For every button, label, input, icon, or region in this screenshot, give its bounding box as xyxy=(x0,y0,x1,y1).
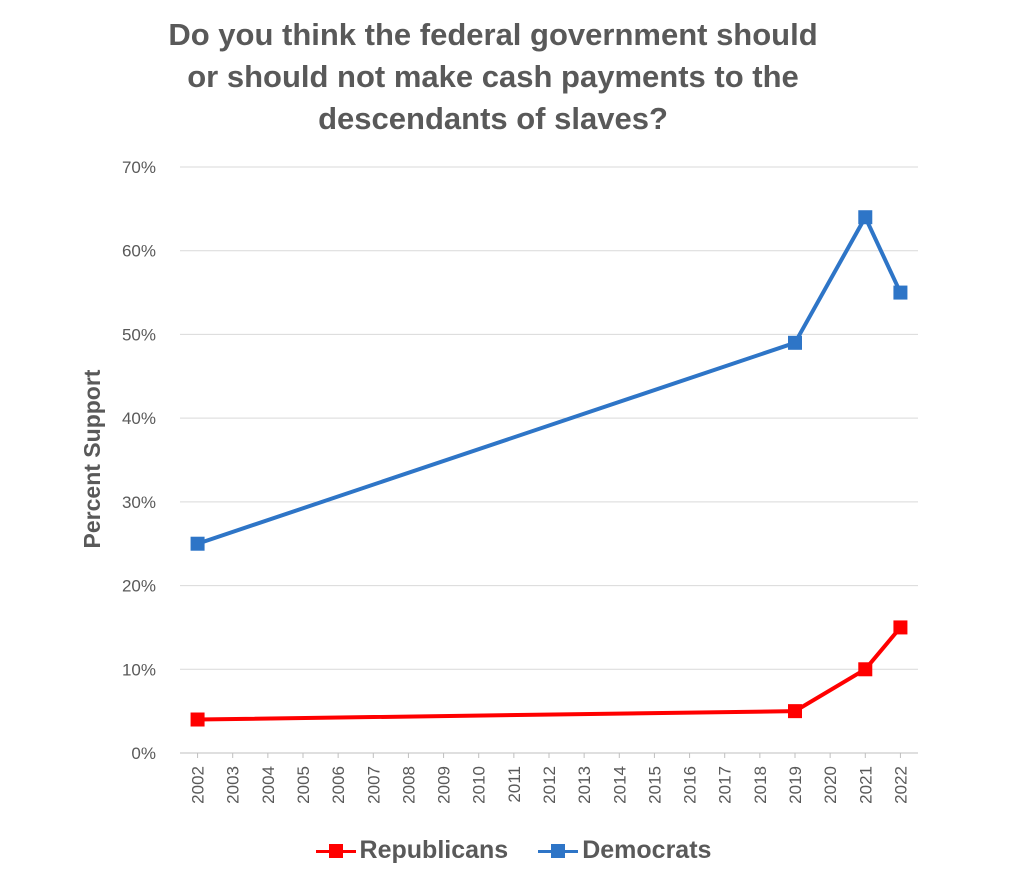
x-tick-label: 2002 xyxy=(189,766,208,804)
chart-title-line-3: descendants of slaves? xyxy=(318,101,668,136)
series-line-republicans xyxy=(195,625,903,722)
legend-label-republicans: Republicans xyxy=(359,836,509,864)
data-point-republicans-2019 xyxy=(788,704,802,719)
y-tick-label: 70% xyxy=(122,158,156,177)
gridlines xyxy=(180,166,918,754)
legend-label-democrats: Democrats xyxy=(582,836,712,864)
x-tick-label: 2009 xyxy=(435,766,454,804)
y-tick-label: 50% xyxy=(122,325,156,344)
x-tick-label: 2022 xyxy=(891,766,910,804)
x-tick-label: 2014 xyxy=(610,766,629,804)
data-point-republicans-2002 xyxy=(190,712,205,727)
x-tick-label: 2015 xyxy=(645,766,664,804)
series-layer xyxy=(190,210,908,727)
legend-swatch-democrats xyxy=(538,843,579,858)
legend: Republicans Democrats xyxy=(0,836,1027,865)
legend-item-republicans: Republicans xyxy=(315,836,509,865)
x-tick-label: 2017 xyxy=(716,766,735,804)
data-point-democrats-2002 xyxy=(190,536,205,551)
x-tick-label: 2008 xyxy=(399,766,418,804)
x-axis-ticks: 2002 2003 2004 2005 2006 2007 2008 2009 2010 2011… xyxy=(189,753,910,804)
chart-title-line-2: or should not make cash payments to the xyxy=(187,59,799,94)
data-point-republicans-2022 xyxy=(893,620,908,635)
x-tick-label: 2011 xyxy=(505,766,524,803)
x-tick-label: 2007 xyxy=(364,766,383,804)
data-point-democrats-2021 xyxy=(858,210,873,225)
chart-title: Do you think the federal government shou… xyxy=(140,14,846,140)
x-tick-label: 2006 xyxy=(329,766,348,804)
x-tick-label: 2005 xyxy=(294,766,313,804)
data-point-republicans-2021 xyxy=(858,662,873,677)
y-axis-ticks: 0% 10% 20% 30% 40% 50% 60% 70% xyxy=(122,158,156,763)
series-line-democrats xyxy=(195,215,903,546)
y-tick-label: 0% xyxy=(131,744,156,763)
legend-item-democrats: Democrats xyxy=(538,836,711,865)
data-point-democrats-2019 xyxy=(788,335,802,350)
x-tick-label: 2016 xyxy=(681,766,700,804)
y-tick-label: 30% xyxy=(122,493,156,512)
chart-title-line-1: Do you think the federal government shou… xyxy=(168,17,818,52)
x-tick-label: 2004 xyxy=(259,766,278,804)
y-tick-label: 60% xyxy=(122,242,156,261)
x-tick-label: 2019 xyxy=(786,766,805,804)
x-tick-label: 2013 xyxy=(575,766,594,804)
x-tick-label: 2020 xyxy=(821,766,840,804)
x-tick-label: 2003 xyxy=(224,766,243,804)
y-tick-label: 20% xyxy=(122,577,156,596)
data-point-democrats-2022 xyxy=(893,285,908,300)
y-axis-label: Percent Support xyxy=(79,369,105,548)
legend-swatch-republicans xyxy=(315,843,356,858)
y-tick-label: 10% xyxy=(122,660,156,679)
x-tick-label: 2021 xyxy=(856,766,875,804)
x-tick-label: 2012 xyxy=(540,766,559,804)
x-tick-label: 2018 xyxy=(751,766,770,804)
x-tick-label: 2010 xyxy=(470,766,489,804)
y-tick-label: 40% xyxy=(122,409,156,428)
